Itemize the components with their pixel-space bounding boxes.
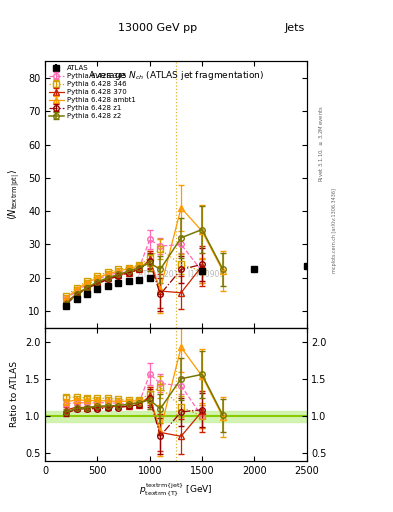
Y-axis label: $\langle N_\mathrm{textrm|pt|}\rangle$: $\langle N_\mathrm{textrm|pt|}\rangle$ [7,169,22,220]
Bar [45,411,307,421]
Text: mcplots.cern.ch [arXiv:1306.3436]: mcplots.cern.ch [arXiv:1306.3436] [332,188,337,273]
X-axis label: $p_\mathrm{textrm\{T\}}^\mathrm{textrm\{jet\}}$ [GeV]: $p_\mathrm{textrm\{T\}}^\mathrm{textrm\{… [139,481,213,498]
Text: ATLAS 2019  I1740909: ATLAS 2019 I1740909 [138,270,224,279]
Text: 13000 GeV pp: 13000 GeV pp [118,23,197,33]
Legend: ATLAS, Pythia 6.428 345, Pythia 6.428 346, Pythia 6.428 370, Pythia 6.428 ambt1,: ATLAS, Pythia 6.428 345, Pythia 6.428 34… [47,63,137,121]
Text: Average $N_{ch}$ (ATLAS jet fragmentation): Average $N_{ch}$ (ATLAS jet fragmentatio… [88,70,264,82]
Text: Jets: Jets [284,23,305,33]
Y-axis label: Ratio to ATLAS: Ratio to ATLAS [10,361,19,427]
Text: Rivet 3.1.10, $\geq$ 3.2M events: Rivet 3.1.10, $\geq$ 3.2M events [318,105,325,182]
